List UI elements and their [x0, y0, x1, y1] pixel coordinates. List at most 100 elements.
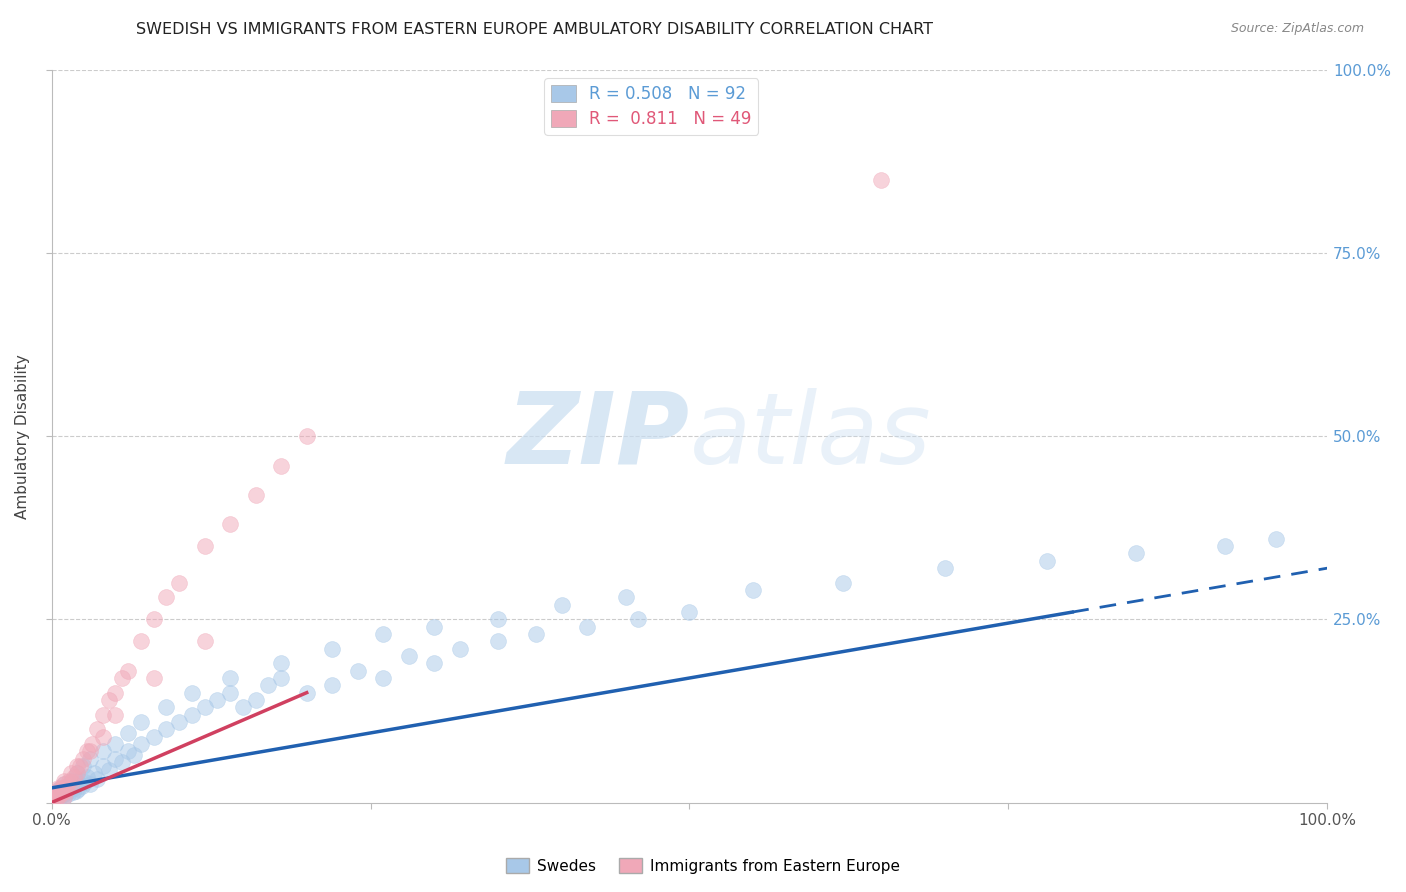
Point — [129, 737, 152, 751]
Point — [46, 792, 69, 806]
Point — [73, 775, 96, 789]
Point — [45, 791, 67, 805]
Point — [49, 784, 72, 798]
Point — [180, 686, 202, 700]
Point — [63, 780, 86, 795]
Point — [53, 777, 76, 791]
Point — [111, 671, 134, 685]
Point — [1125, 546, 1147, 560]
Point — [1265, 532, 1288, 546]
Point — [831, 575, 853, 590]
Point — [91, 730, 114, 744]
Point — [1215, 539, 1237, 553]
Point — [129, 634, 152, 648]
Point — [58, 780, 80, 794]
Point — [270, 657, 292, 671]
Point — [86, 772, 108, 786]
Point — [56, 780, 79, 794]
Point — [295, 429, 318, 443]
Point — [270, 671, 292, 685]
Point — [44, 788, 66, 802]
Point — [321, 641, 343, 656]
Point — [51, 788, 73, 802]
Point — [48, 787, 70, 801]
Point — [245, 693, 267, 707]
Point — [66, 766, 89, 780]
Point — [524, 627, 547, 641]
Legend: R = 0.508   N = 92, R =  0.811   N = 49: R = 0.508 N = 92, R = 0.811 N = 49 — [544, 78, 758, 135]
Point — [1035, 554, 1057, 568]
Y-axis label: Ambulatory Disability: Ambulatory Disability — [15, 354, 30, 518]
Point — [207, 693, 229, 707]
Text: SWEDISH VS IMMIGRANTS FROM EASTERN EUROPE AMBULATORY DISABILITY CORRELATION CHAR: SWEDISH VS IMMIGRANTS FROM EASTERN EUROP… — [136, 22, 932, 37]
Point — [70, 780, 93, 794]
Point — [66, 775, 89, 789]
Point — [219, 671, 242, 685]
Point — [82, 737, 104, 751]
Point — [42, 789, 65, 804]
Point — [870, 173, 893, 187]
Point — [167, 575, 190, 590]
Point — [79, 744, 101, 758]
Point — [52, 784, 75, 798]
Point — [86, 723, 108, 737]
Point — [53, 773, 76, 788]
Point — [76, 744, 98, 758]
Point — [91, 707, 114, 722]
Point — [49, 788, 72, 802]
Point — [63, 770, 86, 784]
Point — [48, 782, 70, 797]
Point — [104, 707, 127, 722]
Point — [111, 756, 134, 770]
Point — [423, 620, 446, 634]
Point — [117, 744, 139, 758]
Point — [449, 641, 471, 656]
Point — [373, 627, 395, 641]
Point — [117, 664, 139, 678]
Point — [46, 784, 69, 798]
Point — [72, 759, 94, 773]
Point — [49, 782, 72, 797]
Point — [51, 788, 73, 802]
Point — [678, 605, 700, 619]
Point — [53, 790, 76, 805]
Point — [398, 648, 420, 663]
Point — [321, 678, 343, 692]
Point — [62, 785, 84, 799]
Point — [65, 784, 87, 798]
Point — [180, 707, 202, 722]
Point — [257, 678, 280, 692]
Point — [59, 766, 82, 780]
Point — [486, 634, 509, 648]
Text: atlas: atlas — [689, 388, 931, 484]
Point — [56, 788, 79, 802]
Point — [346, 664, 368, 678]
Point — [97, 693, 120, 707]
Point — [58, 773, 80, 788]
Point — [56, 784, 79, 798]
Point — [423, 657, 446, 671]
Text: ZIP: ZIP — [506, 388, 689, 484]
Point — [59, 773, 82, 788]
Point — [627, 612, 650, 626]
Point — [46, 787, 69, 801]
Point — [69, 773, 91, 788]
Point — [55, 784, 77, 798]
Point — [124, 747, 146, 762]
Point — [83, 766, 105, 780]
Point — [45, 784, 67, 798]
Legend: Swedes, Immigrants from Eastern Europe: Swedes, Immigrants from Eastern Europe — [501, 852, 905, 880]
Point — [129, 714, 152, 729]
Point — [45, 787, 67, 801]
Point — [142, 730, 165, 744]
Point — [53, 789, 76, 804]
Point — [55, 786, 77, 800]
Point — [270, 458, 292, 473]
Point — [104, 751, 127, 765]
Point — [52, 784, 75, 798]
Point — [42, 792, 65, 806]
Point — [104, 737, 127, 751]
Point — [245, 488, 267, 502]
Point — [48, 782, 70, 797]
Point — [551, 598, 574, 612]
